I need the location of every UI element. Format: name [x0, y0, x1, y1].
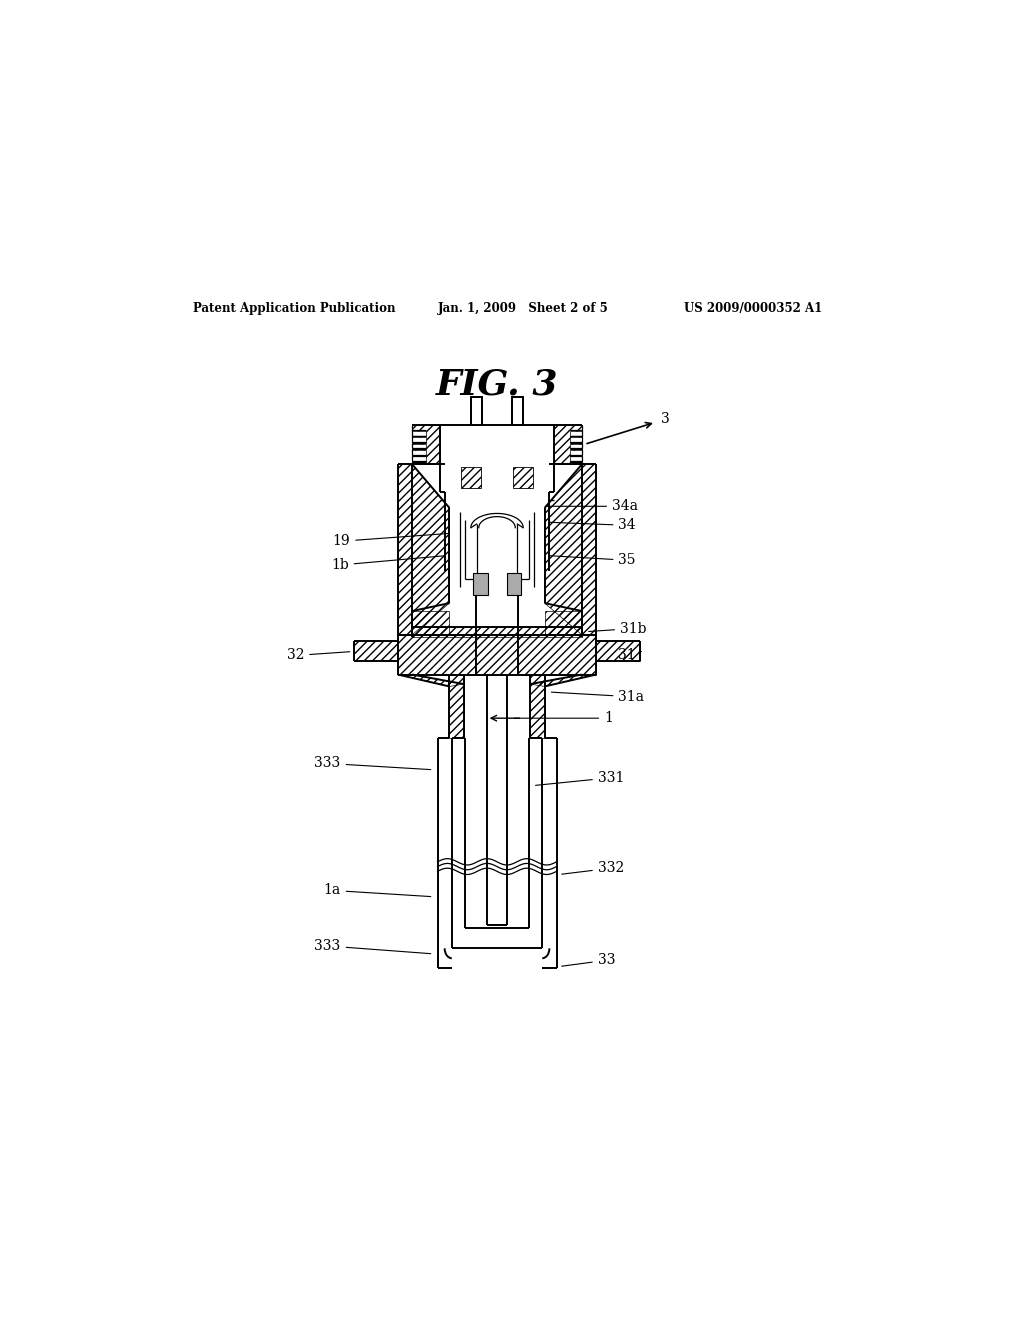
Text: Patent Application Publication: Patent Application Publication [194, 301, 395, 314]
Text: 1a: 1a [324, 883, 431, 898]
Text: 31a: 31a [551, 690, 644, 704]
Text: 1b: 1b [331, 556, 445, 572]
Text: 34: 34 [549, 519, 636, 532]
Bar [450, 675, 464, 738]
Text: 331: 331 [536, 771, 625, 785]
Text: 31b: 31b [589, 622, 646, 635]
Bar [412, 627, 582, 638]
Bar [461, 466, 481, 488]
Bar [582, 465, 596, 635]
Text: 333: 333 [314, 756, 431, 771]
Text: 3: 3 [662, 412, 670, 426]
Text: US 2009/0000352 A1: US 2009/0000352 A1 [684, 301, 822, 314]
Text: 35: 35 [549, 553, 636, 568]
Bar [354, 642, 397, 661]
Text: 32: 32 [287, 648, 350, 663]
Bar [530, 675, 545, 738]
Bar [397, 465, 412, 635]
Bar [512, 397, 523, 425]
Text: 34a: 34a [546, 499, 638, 513]
Text: 332: 332 [562, 861, 624, 875]
Text: FIG. 3: FIG. 3 [436, 368, 558, 401]
Bar [545, 611, 582, 635]
Text: 33: 33 [562, 953, 615, 968]
Text: 19: 19 [333, 533, 449, 548]
Text: 1: 1 [514, 711, 613, 725]
Text: 31: 31 [618, 648, 641, 663]
Bar [412, 611, 450, 635]
Text: 333: 333 [314, 939, 431, 953]
Bar [596, 642, 640, 661]
Bar [471, 397, 482, 425]
Text: Jan. 1, 2009   Sheet 2 of 5: Jan. 1, 2009 Sheet 2 of 5 [437, 301, 608, 314]
Bar [397, 635, 596, 675]
Bar [513, 466, 532, 488]
Bar [473, 573, 487, 595]
Bar [507, 573, 521, 595]
